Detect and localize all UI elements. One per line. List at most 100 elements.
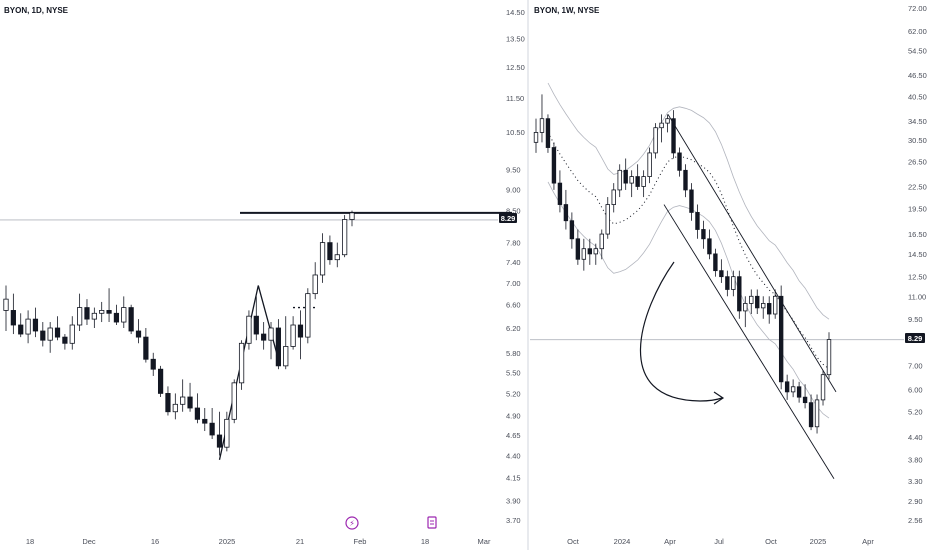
daily-candle-body <box>157 368 164 394</box>
weekly-y-tick: 2.90 <box>908 497 923 506</box>
daily-candle-body <box>224 418 230 448</box>
weekly-candle-body <box>743 303 748 312</box>
daily-y-tick: 4.65 <box>506 431 521 440</box>
weekly-y-tick: 6.00 <box>908 385 923 394</box>
daily-candles <box>3 210 355 456</box>
daily-candle-body <box>150 358 156 370</box>
daily-x-tick: 18 <box>421 537 429 546</box>
daily-x-tick: 16 <box>151 537 159 546</box>
curved-arrow <box>639 261 723 402</box>
weekly-candle-body <box>749 295 754 304</box>
daily-candle-body <box>202 418 208 424</box>
daily-y-axis: 14.50 13.50 12.50 11.50 10.50 9.50 9.00 8.50 7.8… <box>506 8 525 525</box>
weekly-candle-body <box>611 189 616 205</box>
daily-y-tick: 6.60 <box>506 301 521 310</box>
daily-candle-body <box>253 315 259 335</box>
daily-candle-body <box>121 307 127 323</box>
weekly-candle-body <box>767 303 772 315</box>
daily-x-tick: Dec <box>82 537 96 546</box>
daily-candle-body <box>18 324 24 335</box>
channel-lower-line <box>663 204 835 479</box>
daily-y-tick: 10.50 <box>506 128 525 137</box>
daily-candle-body <box>25 318 31 335</box>
daily-candle-body <box>84 307 90 320</box>
weekly-candle-body <box>545 118 551 148</box>
weekly-candle-body <box>569 220 575 240</box>
daily-y-tick: 5.50 <box>506 369 521 378</box>
daily-y-tick: 12.50 <box>506 63 525 72</box>
weekly-y-tick: 30.50 <box>908 136 927 145</box>
weekly-candle-body <box>731 276 736 290</box>
daily-y-tick: 9.50 <box>506 165 521 174</box>
weekly-candle-body <box>755 295 760 309</box>
daily-candle-body <box>216 434 223 448</box>
daily-candle-body <box>106 310 112 314</box>
daily-y-tick: 4.90 <box>506 412 521 421</box>
daily-y-tick: 7.40 <box>506 258 521 267</box>
daily-candle-body <box>319 242 326 276</box>
weekly-candle-body <box>539 118 545 133</box>
weekly-candle-body <box>796 386 802 398</box>
daily-candle-body <box>238 342 245 384</box>
weekly-candle-body <box>683 169 688 191</box>
daily-candle-body <box>47 327 53 341</box>
weekly-candle-body <box>677 152 682 171</box>
daily-candle-body <box>62 336 68 344</box>
daily-y-tick: 5.20 <box>506 389 521 398</box>
weekly-candle-body <box>599 233 604 250</box>
weekly-candle-body <box>623 169 628 184</box>
daily-price-tag: 8.29 <box>499 213 517 223</box>
daily-candle-body <box>275 327 281 367</box>
weekly-y-tick: 19.50 <box>908 204 927 213</box>
weekly-x-tick: 2024 <box>614 537 631 546</box>
weekly-y-tick: 7.00 <box>908 362 923 371</box>
weekly-y-tick: 4.40 <box>908 433 923 442</box>
daily-chart-pane[interactable]: BYON, 1D, NYSE 14.50 13.50 12.50 11.50 10.50… <box>0 6 525 546</box>
daily-x-tick: Mar <box>478 537 491 546</box>
daily-y-tick: 13.50 <box>506 35 525 44</box>
daily-candle-body <box>172 403 178 413</box>
daily-candle-body <box>327 242 333 261</box>
daily-candle-body <box>246 315 252 344</box>
daily-candle-body <box>283 346 289 367</box>
upper-band-line <box>547 82 830 320</box>
daily-chart-title: BYON, 1D, NYSE <box>4 6 69 15</box>
daily-candle-body <box>231 382 237 420</box>
flash-event-icon[interactable]: ⚡ <box>345 516 359 530</box>
weekly-candle-body <box>826 339 832 376</box>
earnings-event-icon[interactable] <box>427 516 437 529</box>
daily-candle-body <box>334 254 340 261</box>
daily-x-tick: Feb <box>354 537 367 546</box>
weekly-price-label: 8.29 <box>908 334 923 343</box>
weekly-candle-body <box>802 396 808 404</box>
weekly-y-tick: 54.50 <box>908 47 927 56</box>
weekly-candle-body <box>635 176 640 187</box>
weekly-candle-body <box>563 204 569 222</box>
weekly-chart-pane[interactable]: BYON, 1W, NYSE 72.00 62.00 54.50 46.50 40.50… <box>530 4 927 546</box>
svg-text:⚡: ⚡ <box>349 519 355 528</box>
daily-candle-body <box>268 327 274 341</box>
daily-x-axis: 18 Dec 16 2025 21 Feb 18 Mar <box>26 537 491 546</box>
weekly-x-tick: Oct <box>765 537 778 546</box>
daily-candle-body <box>113 312 120 323</box>
daily-candle-body <box>290 324 296 347</box>
daily-y-tick: 3.70 <box>506 516 521 525</box>
weekly-candle-body <box>719 270 724 278</box>
daily-price-label: 8.29 <box>501 214 516 223</box>
weekly-candle-body <box>772 295 778 315</box>
weekly-candle-body <box>665 118 670 124</box>
daily-y-tick: 9.00 <box>506 185 521 194</box>
daily-candle-body <box>349 212 355 220</box>
channel-upper-line <box>667 114 837 393</box>
daily-y-tick: 4.15 <box>506 473 521 482</box>
weekly-y-tick: 72.00 <box>908 4 927 13</box>
weekly-y-tick: 3.30 <box>908 477 923 486</box>
weekly-x-tick: 2025 <box>810 537 827 546</box>
weekly-y-tick: 62.00 <box>908 27 927 36</box>
weekly-candle-body <box>641 176 646 187</box>
weekly-candle-body <box>533 132 539 143</box>
daily-candle-body <box>69 324 75 344</box>
daily-x-tick: 18 <box>26 537 34 546</box>
daily-candle-body <box>32 318 39 332</box>
daily-candle-body <box>297 324 304 338</box>
